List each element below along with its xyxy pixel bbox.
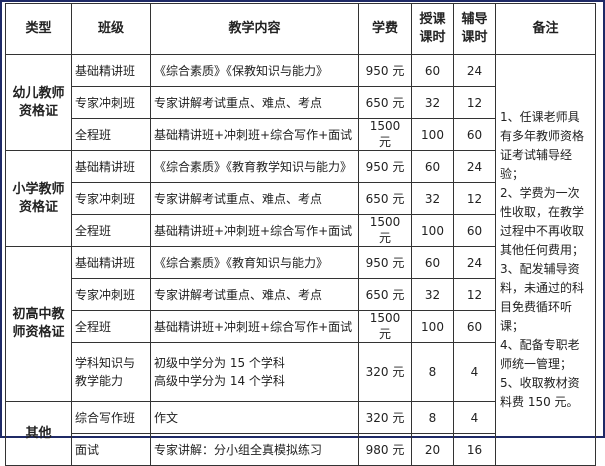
cell-content: 专家讲解考试重点、难点、考点 xyxy=(150,182,359,215)
cell-fee: 950 元 xyxy=(358,246,412,279)
cell-class: 综合写作班 xyxy=(71,401,151,434)
cell-class: 学科知识与 教学能力 xyxy=(71,342,151,402)
cell-content: 专家讲解考试重点、难点、考点 xyxy=(150,86,359,119)
cell-content: 《综合素质》《教育知识与能力》 xyxy=(150,246,359,279)
cell-class: 全程班 xyxy=(71,214,151,247)
cell-class: 基础精讲班 xyxy=(71,54,151,87)
cell-fee: 650 元 xyxy=(358,182,412,215)
cell-class: 专家冲刺班 xyxy=(71,86,151,119)
cell-tutor-hours: 60 xyxy=(453,118,496,151)
table-row: 学科知识与 教学能力 初级中学分为 15 个学科 高级中学分为 14 个学科 320… xyxy=(6,342,596,402)
cell-content: 基础精讲班+冲刺班+综合写作+面试 xyxy=(150,118,359,151)
header-class: 班级 xyxy=(71,3,151,55)
cell-lecture-hours: 60 xyxy=(411,150,454,183)
cell-content: 专家讲解考试重点、难点、考点 xyxy=(150,278,359,311)
cell-tutor-hours: 60 xyxy=(453,214,496,247)
header-lecture-hours: 授课 课时 xyxy=(411,3,454,55)
cell-tutor-hours: 24 xyxy=(453,246,496,279)
cell-lecture-hours: 32 xyxy=(411,278,454,311)
cell-class: 基础精讲班 xyxy=(71,246,151,279)
cell-content: 专家讲解：分小组全真模拟练习 xyxy=(150,433,359,466)
header-row: 类型 班级 教学内容 学费 授课 课时 辅导 课时 备注 xyxy=(5,3,596,55)
fee-table: 类型 班级 教学内容 学费 授课 课时 辅导 课时 备注 幼儿教师资格证 基础精讲班 《综合素质… xyxy=(5,3,596,466)
cell-fee: 320 元 xyxy=(358,342,412,402)
cell-tutor-hours: 24 xyxy=(453,54,496,87)
cell-class: 全程班 xyxy=(71,118,151,151)
cell-lecture-hours: 60 xyxy=(411,54,454,87)
cell-lecture-hours: 32 xyxy=(411,86,454,119)
cell-tutor-hours: 12 xyxy=(453,182,496,215)
header-type: 类型 xyxy=(5,3,72,55)
header-fee: 学费 xyxy=(358,3,412,55)
cell-fee: 980 元 xyxy=(358,433,412,466)
cell-content: 初级中学分为 15 个学科 高级中学分为 14 个学科 xyxy=(150,342,359,402)
cell-type: 幼儿教师资格证 xyxy=(5,54,72,151)
cell-fee: 650 元 xyxy=(358,86,412,119)
cell-tutor-hours: 24 xyxy=(453,150,496,183)
cell-content: 《综合素质》《教育教学知识与能力》 xyxy=(150,150,359,183)
cell-class: 专家冲刺班 xyxy=(71,278,151,311)
table-row: 全程班 基础精讲班+冲刺班+综合写作+面试 1500 元 100 60 xyxy=(6,118,596,151)
table-row: 小学教师资格证 基础精讲班 《综合素质》《教育教学知识与能力》 950 元 60 24 xyxy=(5,150,596,247)
cell-tutor-hours: 12 xyxy=(453,86,496,119)
table-row: 专家冲刺班 专家讲解考试重点、难点、考点 650 元 32 12 xyxy=(6,278,596,311)
cell-class: 面试 xyxy=(71,433,151,466)
cell-content: 基础精讲班+冲刺班+综合写作+面试 xyxy=(150,310,359,343)
cell-tutor-hours: 16 xyxy=(453,433,496,466)
table-row: 幼儿教师资格证 基础精讲班 《综合素质》《保教知识与能力》 950 元 60 24 1、任课… xyxy=(5,54,596,466)
cell-content: 基础精讲班+冲刺班+综合写作+面试 xyxy=(150,214,359,247)
table-row: 专家冲刺班 专家讲解考试重点、难点、考点 650 元 32 12 xyxy=(6,182,596,215)
cell-fee: 650 元 xyxy=(358,278,412,311)
cell-tutor-hours: 12 xyxy=(453,278,496,311)
cell-lecture-hours: 32 xyxy=(411,182,454,215)
cell-class: 全程班 xyxy=(71,310,151,343)
cell-type: 小学教师资格证 xyxy=(5,150,72,247)
header-notes: 备注 xyxy=(495,3,596,55)
cell-class: 专家冲刺班 xyxy=(71,182,151,215)
cell-fee: 1500 元 xyxy=(358,118,412,151)
cell-fee: 1500 元 xyxy=(358,214,412,247)
cell-fee: 320 元 xyxy=(358,401,412,434)
cell-type: 其他 xyxy=(5,401,72,466)
cell-fee: 950 元 xyxy=(358,150,412,183)
cell-type: 初高中教师资格证 xyxy=(5,246,72,402)
cell-lecture-hours: 8 xyxy=(411,342,454,402)
cell-lecture-hours: 100 xyxy=(411,310,454,343)
cell-content: 作文 xyxy=(150,401,359,434)
cell-lecture-hours: 8 xyxy=(411,401,454,434)
cell-tutor-hours: 60 xyxy=(453,310,496,343)
table-row: 全程班 基础精讲班+冲刺班+综合写作+面试 1500 元 100 60 xyxy=(6,310,596,343)
cell-lecture-hours: 60 xyxy=(411,246,454,279)
table-row: 全程班 基础精讲班+冲刺班+综合写作+面试 1500 元 100 60 xyxy=(6,214,596,247)
cell-content: 《综合素质》《保教知识与能力》 xyxy=(150,54,359,87)
cell-lecture-hours: 100 xyxy=(411,214,454,247)
cell-lecture-hours: 100 xyxy=(411,118,454,151)
header-content: 教学内容 xyxy=(150,3,359,55)
cell-lecture-hours: 20 xyxy=(411,433,454,466)
cell-tutor-hours: 4 xyxy=(453,401,496,434)
cell-tutor-hours: 4 xyxy=(453,342,496,402)
cell-fee: 950 元 xyxy=(358,54,412,87)
cell-fee: 1500 元 xyxy=(358,310,412,343)
header-tutor-hours: 辅导 课时 xyxy=(453,3,496,55)
cell-notes: 1、任课老师具有多年教师资格证考试辅导经验； 2、学费为一次性收取，在教学过程中… xyxy=(495,54,596,466)
cell-class: 基础精讲班 xyxy=(71,150,151,183)
